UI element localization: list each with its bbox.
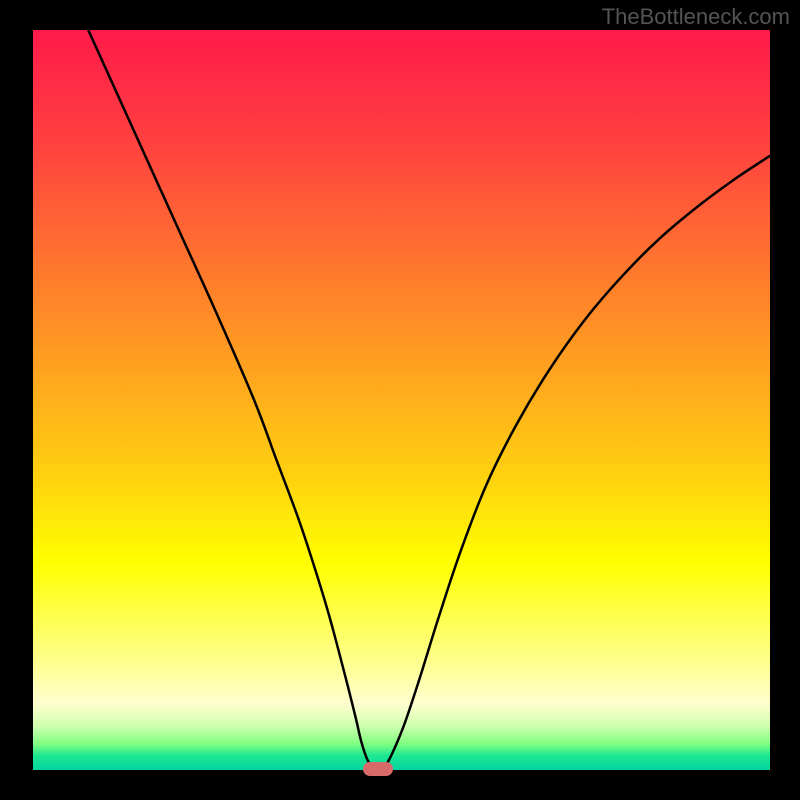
bottleneck-curve-svg: [33, 30, 770, 770]
curve-left-branch: [88, 30, 374, 770]
watermark-text: TheBottleneck.com: [602, 4, 790, 30]
optimum-marker: [363, 762, 393, 776]
chart-plot-area: [33, 30, 770, 770]
curve-right-branch: [383, 156, 770, 770]
